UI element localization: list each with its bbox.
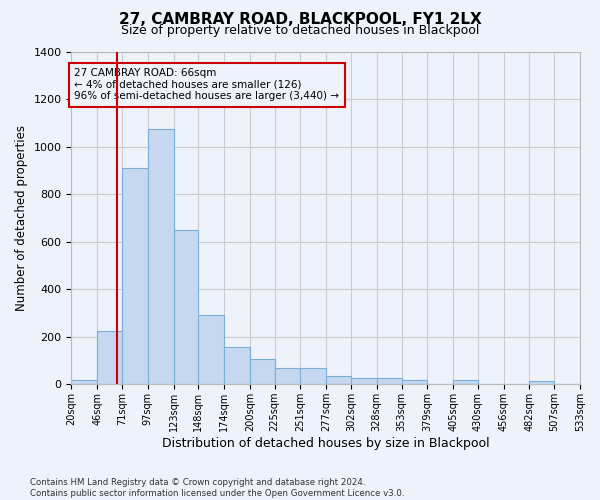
Text: Contains HM Land Registry data © Crown copyright and database right 2024.
Contai: Contains HM Land Registry data © Crown c… [30, 478, 404, 498]
Bar [377, 378, 401, 384]
Bar [351, 378, 377, 384]
X-axis label: Distribution of detached houses by size in Blackpool: Distribution of detached houses by size … [162, 437, 490, 450]
Text: 27 CAMBRAY ROAD: 66sqm
← 4% of detached houses are smaller (126)
96% of semi-det: 27 CAMBRAY ROAD: 66sqm ← 4% of detached … [74, 68, 340, 102]
Bar [148, 129, 173, 384]
Bar [301, 368, 326, 384]
Bar [224, 348, 250, 385]
Bar [529, 382, 554, 384]
Y-axis label: Number of detached properties: Number of detached properties [15, 125, 28, 311]
Bar [173, 230, 199, 384]
Bar [453, 380, 478, 384]
Text: Size of property relative to detached houses in Blackpool: Size of property relative to detached ho… [121, 24, 479, 37]
Bar [97, 331, 122, 384]
Bar [275, 368, 301, 384]
Bar [71, 380, 97, 384]
Bar [401, 380, 427, 384]
Bar [199, 316, 224, 384]
Text: 27, CAMBRAY ROAD, BLACKPOOL, FY1 2LX: 27, CAMBRAY ROAD, BLACKPOOL, FY1 2LX [119, 12, 481, 28]
Bar [250, 360, 275, 384]
Bar [326, 376, 351, 384]
Bar [122, 168, 148, 384]
